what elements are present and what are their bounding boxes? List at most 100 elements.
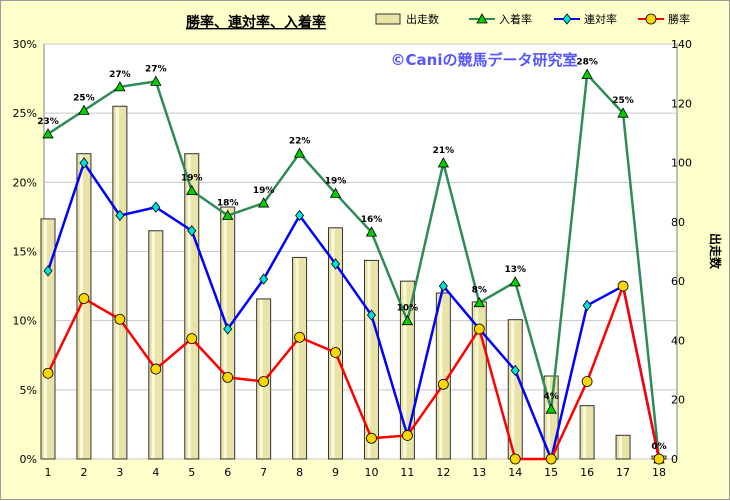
data-point <box>151 201 161 213</box>
data-point <box>223 323 233 335</box>
data-point <box>617 280 629 292</box>
x-tick-label: 17 <box>616 466 630 479</box>
data-label: 23% <box>37 117 59 127</box>
y-left-tick-label: 25% <box>13 107 37 120</box>
data-label: 10% <box>397 304 419 314</box>
x-tick-label: 8 <box>296 466 303 479</box>
data-point <box>79 157 89 169</box>
y-left-tick-label: 10% <box>13 315 37 328</box>
data-point <box>294 331 305 343</box>
bar <box>615 434 631 460</box>
data-label: 25% <box>73 93 95 103</box>
data-point <box>258 376 270 387</box>
y-left-tick-label: 5% <box>20 384 37 397</box>
legend-marker <box>476 13 488 24</box>
bar <box>292 256 308 460</box>
data-point <box>437 378 449 390</box>
y-left-tick-label: 20% <box>13 176 37 189</box>
data-point <box>329 187 342 198</box>
data-label: 19% <box>181 174 203 184</box>
legend: 出走数 入着率 連対率 勝率 <box>375 12 690 26</box>
x-tick-label: 14 <box>508 466 522 479</box>
data-point <box>366 309 376 321</box>
x-tick-label: 5 <box>188 466 195 479</box>
data-point <box>114 81 126 92</box>
data-point <box>401 314 414 326</box>
data-label: 8% <box>472 286 487 296</box>
x-tick-label: 12 <box>436 466 450 479</box>
data-point <box>222 209 234 220</box>
data-point <box>581 68 593 79</box>
data-label: 19% <box>253 186 275 196</box>
data-label: 13% <box>504 265 526 275</box>
x-tick-label: 9 <box>332 466 339 479</box>
bar-highlight <box>619 436 623 458</box>
y-left-tick-label: 15% <box>13 246 37 259</box>
bar <box>579 405 595 460</box>
data-point <box>402 430 413 441</box>
bar-highlight <box>439 294 443 458</box>
data-point <box>114 313 126 325</box>
series-line <box>46 160 661 464</box>
y-right-tick-label: 20 <box>671 394 685 407</box>
y-right-axis-label: 出走数 <box>708 233 723 270</box>
data-point <box>545 453 557 465</box>
chart-title: 勝率、連対率、入着率 <box>186 14 326 31</box>
bar-highlight <box>151 231 155 458</box>
data-label: 25% <box>612 96 634 106</box>
data-point <box>187 225 197 237</box>
data-label: 16% <box>361 215 383 225</box>
data-label: 28% <box>576 57 598 67</box>
y-right-tick-label: 140 <box>671 38 692 51</box>
y-left-tick-label: 30% <box>13 38 37 51</box>
x-tick-label: 3 <box>116 466 123 479</box>
bar-highlight <box>295 258 299 458</box>
y-left-tick-label: 0% <box>20 453 37 466</box>
bar-highlight <box>115 107 119 458</box>
y-right-tick-label: 120 <box>671 97 692 110</box>
bar-highlight <box>367 261 371 458</box>
data-point <box>295 209 305 222</box>
data-point <box>330 347 341 358</box>
bar-highlight <box>331 228 335 458</box>
data-label: 19% <box>325 176 347 186</box>
legend-marker <box>562 13 572 25</box>
bar-highlight <box>44 219 47 458</box>
y-right-tick-label: 60 <box>671 275 685 288</box>
x-tick-label: 6 <box>224 466 231 479</box>
data-label: 0% <box>651 442 666 452</box>
x-tick-label: 11 <box>400 466 414 479</box>
data-point <box>150 363 162 375</box>
data-point <box>510 364 520 377</box>
data-point <box>437 157 450 168</box>
y-right-tick-label: 40 <box>671 334 685 347</box>
y-right-tick-label: 80 <box>671 216 685 229</box>
data-label: 18% <box>217 199 239 209</box>
x-tick-label: 4 <box>152 466 159 479</box>
legend-swatch <box>375 13 401 25</box>
bar <box>184 153 200 460</box>
data-point <box>293 147 306 158</box>
data-point <box>473 296 485 308</box>
data-label: 4% <box>544 392 559 402</box>
x-tick-label: 2 <box>80 466 87 479</box>
data-point <box>259 273 269 285</box>
data-point <box>186 333 198 345</box>
data-point <box>473 323 485 335</box>
bar-highlight <box>403 282 407 458</box>
bar <box>148 230 164 460</box>
data-point <box>331 258 341 270</box>
bar-highlight <box>583 406 587 458</box>
data-point <box>617 107 629 118</box>
data-point <box>653 453 665 465</box>
bar-highlight <box>547 377 551 458</box>
y-right-tick-label: 0 <box>671 453 678 466</box>
x-tick-label: 16 <box>580 466 594 479</box>
data-point <box>582 299 592 312</box>
data-point <box>545 403 557 414</box>
data-point <box>365 226 378 237</box>
data-point <box>115 209 125 222</box>
x-tick-label: 15 <box>544 466 558 479</box>
data-point <box>186 184 198 196</box>
